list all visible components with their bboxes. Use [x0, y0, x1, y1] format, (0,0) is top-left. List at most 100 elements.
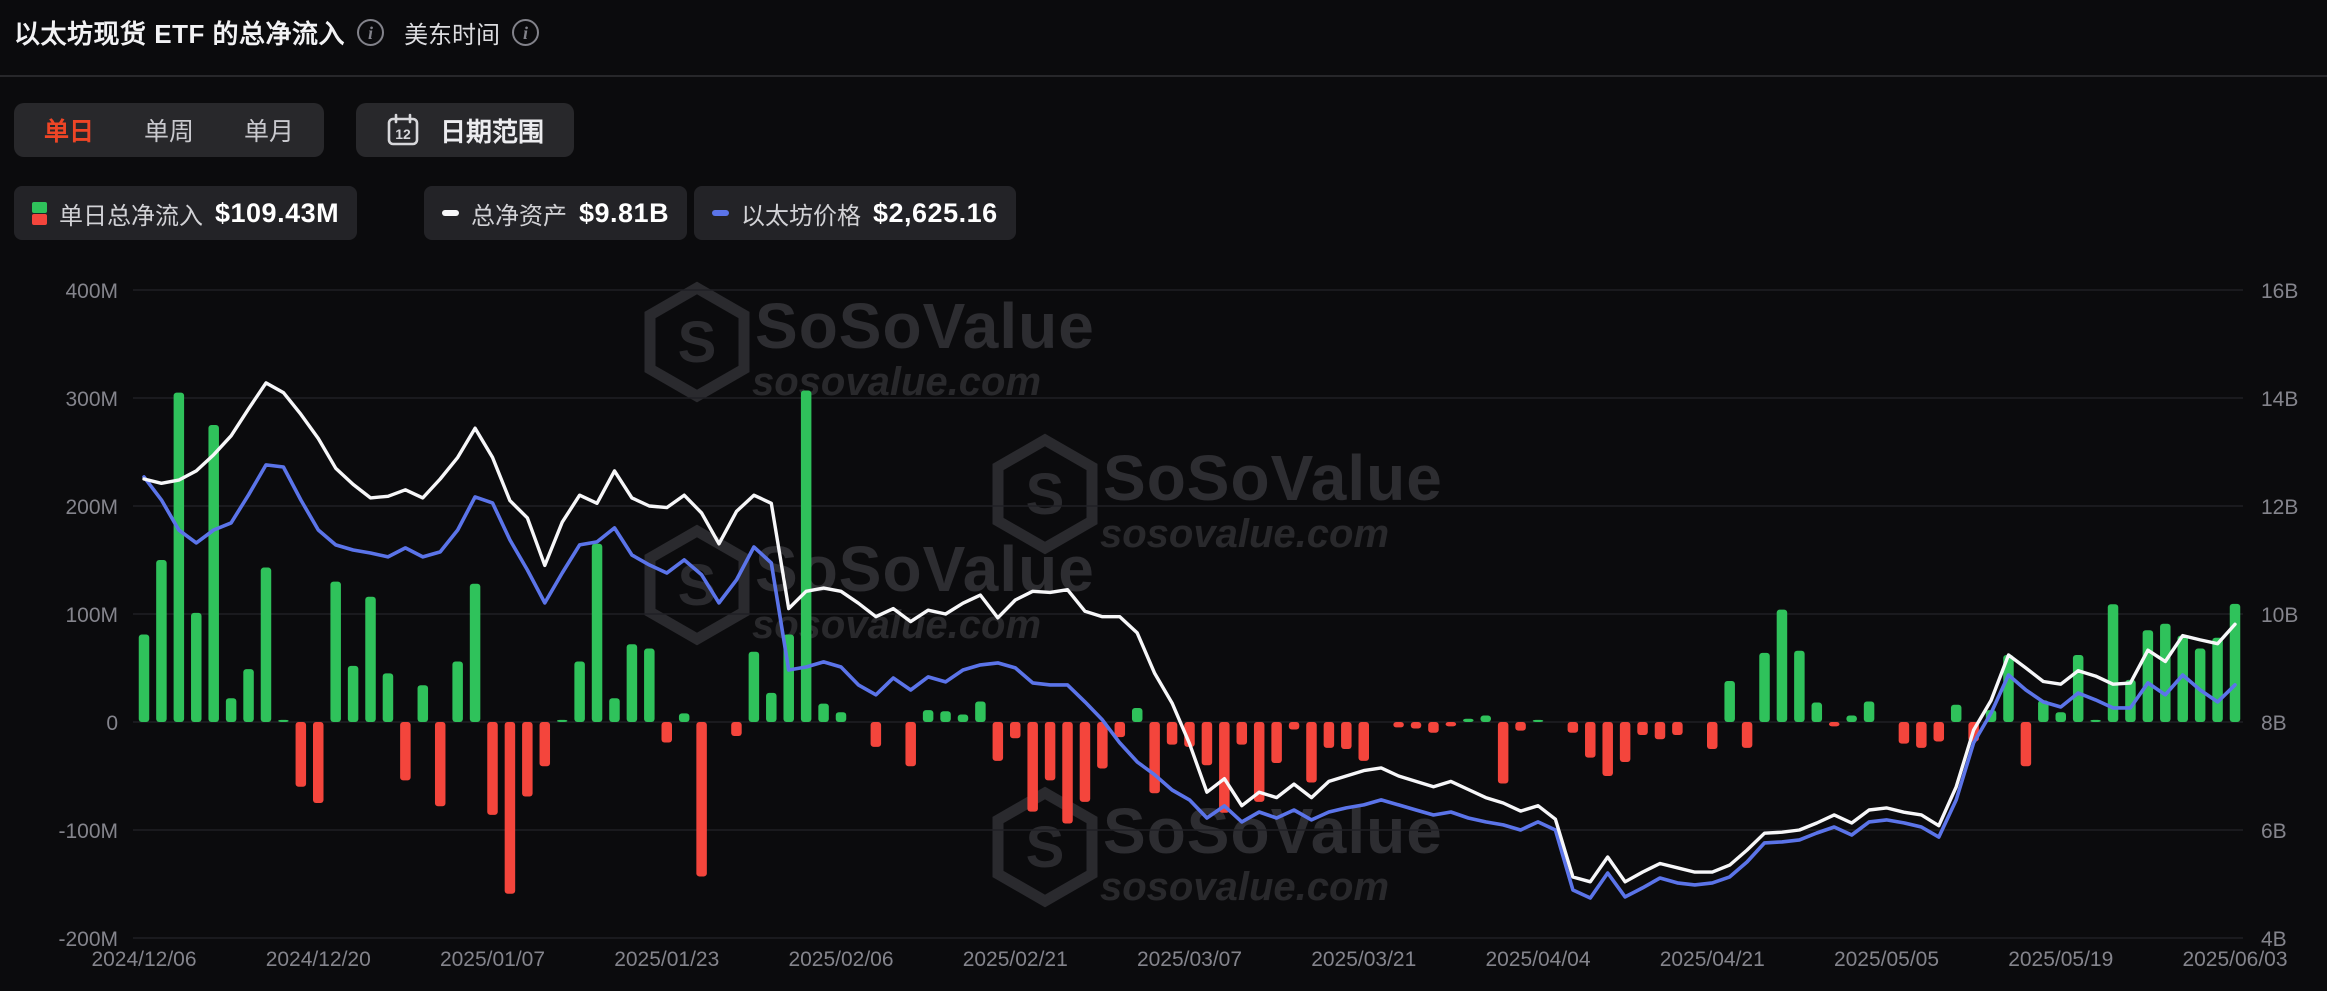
flow-bar[interactable]	[504, 722, 516, 894]
flow-bar[interactable]	[992, 722, 1004, 761]
flow-bar[interactable]	[243, 669, 254, 722]
flow-bar[interactable]	[975, 701, 986, 722]
flow-bar[interactable]	[1079, 722, 1091, 802]
flow-bar[interactable]	[835, 712, 847, 722]
flow-bar[interactable]	[1585, 722, 1596, 758]
flow-bar[interactable]	[1253, 722, 1265, 802]
flow-bar[interactable]	[2003, 655, 2014, 722]
flow-bar[interactable]	[940, 711, 951, 722]
flow-bar[interactable]	[434, 722, 446, 807]
flow-bar[interactable]	[1044, 722, 1056, 781]
flow-bar[interactable]	[452, 661, 463, 722]
flow-bar[interactable]	[1358, 722, 1370, 761]
flow-bar[interactable]	[2072, 655, 2084, 722]
flow-bar[interactable]	[1306, 722, 1317, 783]
flow-bar[interactable]	[1811, 702, 1823, 722]
flow-bar[interactable]	[330, 581, 341, 722]
flow-bar[interactable]	[1463, 718, 1474, 722]
flow-bar[interactable]	[365, 596, 376, 722]
flow-bar[interactable]	[2090, 719, 2101, 722]
title-info-icon[interactable]: i	[357, 19, 385, 46]
flow-bar[interactable]	[156, 560, 167, 722]
flow-bar[interactable]	[2212, 637, 2223, 722]
flow-bar[interactable]	[1236, 722, 1248, 745]
flow-bar[interactable]	[1114, 722, 1126, 738]
flow-bar[interactable]	[400, 722, 411, 781]
flow-bar[interactable]	[661, 722, 673, 743]
flow-bar[interactable]	[2142, 630, 2154, 722]
flow-bar[interactable]	[1341, 722, 1352, 749]
flow-bar[interactable]	[487, 722, 498, 815]
flow-bar[interactable]	[1898, 722, 1910, 744]
flow-bar[interactable]	[2020, 722, 2032, 767]
flow-bar[interactable]	[295, 722, 307, 787]
flow-bar[interactable]	[2055, 712, 2067, 722]
flow-bar[interactable]	[1445, 722, 1457, 727]
flow-bar[interactable]	[626, 644, 638, 722]
flow-bar[interactable]	[1288, 722, 1300, 730]
flow-bar[interactable]	[2194, 648, 2206, 722]
flow-bar[interactable]	[225, 698, 237, 722]
flow-bar[interactable]	[1323, 722, 1335, 748]
flow-bar[interactable]	[2038, 700, 2049, 722]
flow-bar[interactable]	[766, 692, 777, 722]
timezone-info-icon[interactable]: i	[512, 19, 540, 46]
flow-bar[interactable]	[278, 719, 289, 722]
flow-bar[interactable]	[1707, 722, 1718, 749]
flow-bar[interactable]	[1131, 707, 1143, 722]
flow-bar[interactable]	[678, 713, 690, 722]
legend-item-eth-price[interactable]: 以太坊价格 $2,625.16	[694, 186, 1016, 240]
flow-bar[interactable]	[1219, 722, 1230, 813]
flow-bar[interactable]	[191, 612, 202, 722]
flow-bar[interactable]	[1794, 650, 1805, 722]
flow-bar[interactable]	[347, 665, 359, 722]
flow-bar[interactable]	[2107, 604, 2119, 722]
flow-bar[interactable]	[748, 651, 760, 722]
flow-bar[interactable]	[800, 390, 812, 722]
flow-bar[interactable]	[1062, 722, 1073, 824]
flow-bar[interactable]	[539, 722, 551, 767]
flow-bar[interactable]	[138, 634, 150, 722]
flow-bar[interactable]	[1201, 722, 1213, 766]
flow-bar[interactable]	[1602, 722, 1613, 776]
flow-bar[interactable]	[1515, 722, 1526, 731]
flow-bar[interactable]	[1393, 722, 1404, 728]
flow-bar[interactable]	[260, 567, 272, 722]
flow-bar[interactable]	[1410, 722, 1422, 729]
legend-item-daily-netflow[interactable]: 单日总净流入 $109.43M	[14, 186, 358, 240]
flow-bar[interactable]	[173, 392, 185, 722]
tab-monthly[interactable]: 单月	[244, 112, 294, 148]
flow-bar[interactable]	[208, 425, 219, 722]
flow-bar[interactable]	[1741, 722, 1753, 748]
flow-bar[interactable]	[1916, 722, 1927, 748]
flow-bar[interactable]	[731, 722, 742, 737]
flow-bar[interactable]	[1497, 722, 1509, 784]
flow-bar[interactable]	[1759, 652, 1770, 722]
flow-bar[interactable]	[522, 722, 533, 797]
tab-daily[interactable]: 单日	[44, 112, 94, 148]
flow-bar[interactable]	[1010, 722, 1021, 739]
flow-bar[interactable]	[1480, 715, 1491, 722]
flow-bar[interactable]	[1027, 722, 1038, 812]
flow-bar[interactable]	[1567, 722, 1579, 733]
flow-bar[interactable]	[1166, 722, 1178, 745]
flow-bar[interactable]	[1619, 722, 1631, 762]
flow-bar[interactable]	[696, 722, 707, 877]
flow-bar[interactable]	[2125, 679, 2136, 722]
flow-bar[interactable]	[1654, 722, 1666, 740]
flow-bar[interactable]	[818, 703, 829, 722]
flow-bar[interactable]	[574, 661, 585, 722]
flow-bar[interactable]	[591, 543, 603, 722]
flow-bar[interactable]	[905, 722, 916, 767]
flow-bar[interactable]	[469, 583, 481, 722]
flow-bar[interactable]	[1149, 722, 1160, 794]
flow-bar[interactable]	[1271, 722, 1282, 764]
tab-weekly[interactable]: 单周	[144, 112, 194, 148]
flow-bar[interactable]	[1828, 722, 1840, 727]
date-range-button[interactable]: 12 日期范围	[356, 103, 575, 157]
flow-bar[interactable]	[2160, 623, 2171, 722]
flow-bar[interactable]	[556, 719, 568, 722]
flow-bar[interactable]	[1933, 722, 1945, 742]
flow-bar[interactable]	[417, 685, 429, 722]
